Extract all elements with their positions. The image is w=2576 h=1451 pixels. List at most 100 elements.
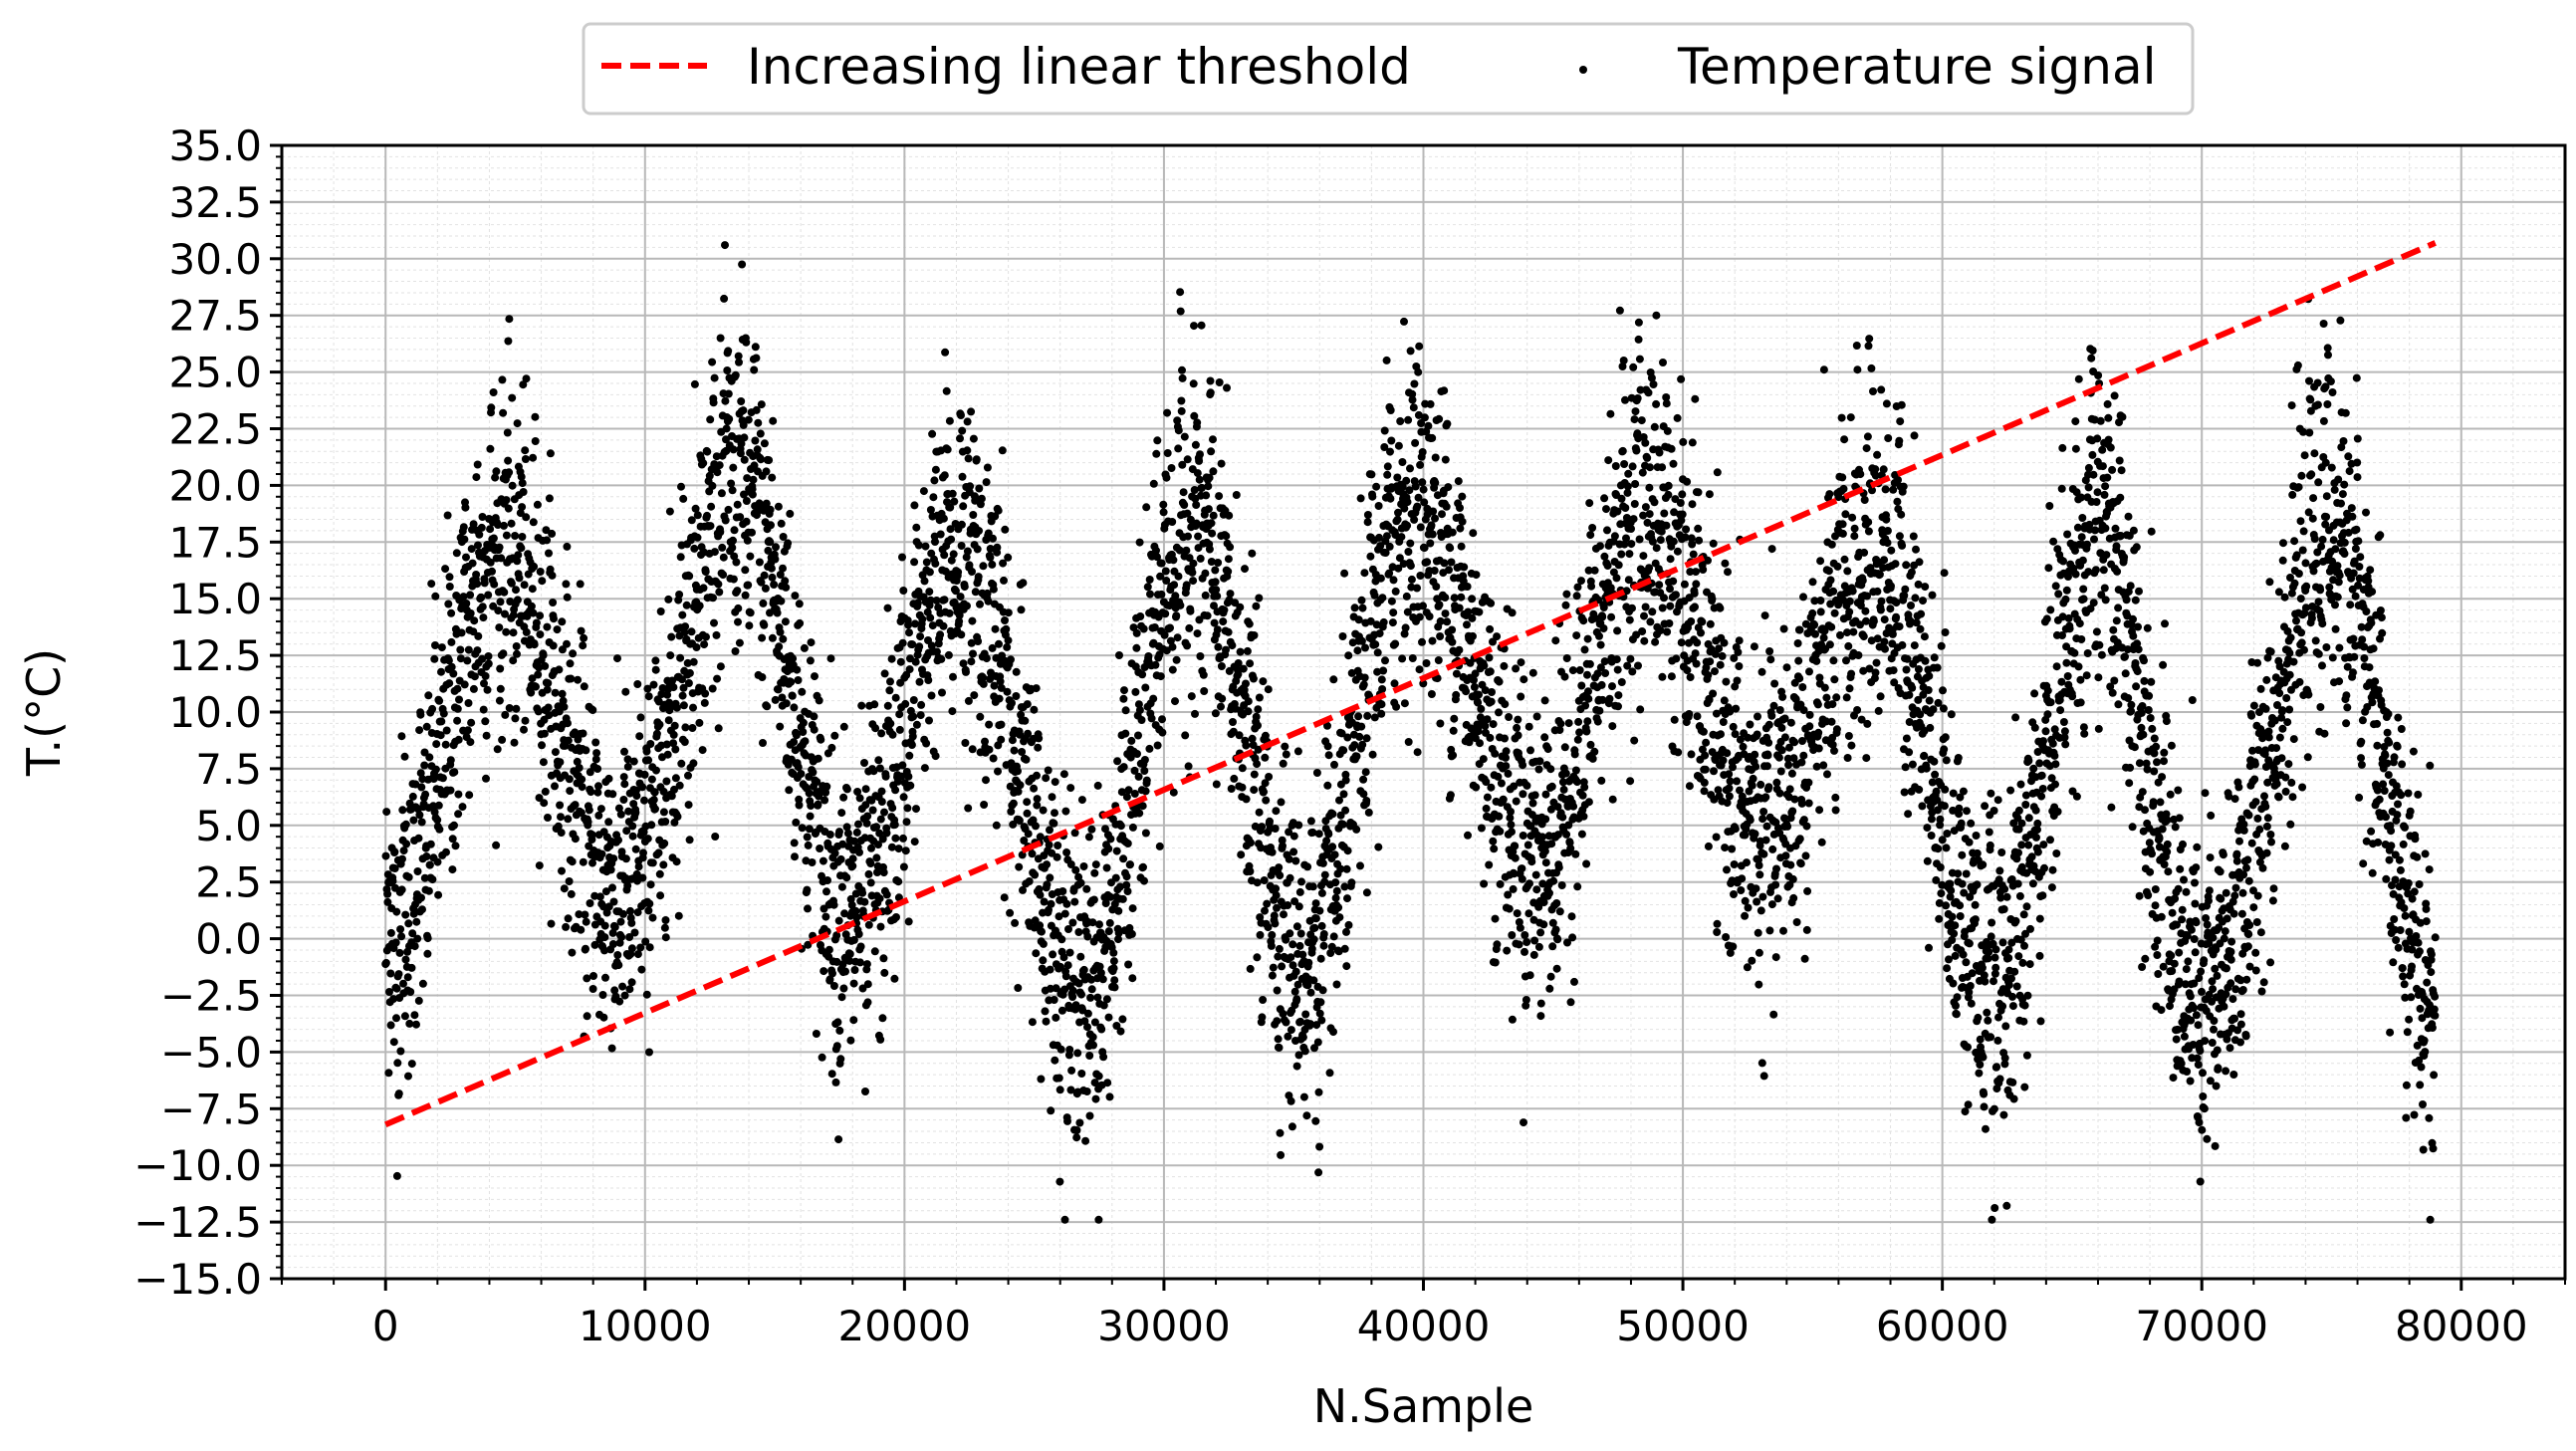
signal-point: [1496, 827, 1505, 836]
signal-point: [737, 397, 746, 405]
signal-point: [1518, 874, 1526, 883]
signal-point: [895, 710, 904, 719]
signal-point: [1819, 633, 1828, 642]
signal-point: [1249, 674, 1258, 683]
signal-point: [662, 777, 671, 786]
signal-point: [1033, 771, 1041, 780]
signal-point: [1159, 500, 1168, 509]
signal-point: [436, 731, 445, 740]
signal-point: [710, 548, 719, 557]
signal-point: [1758, 892, 1767, 901]
signal-point: [894, 877, 903, 886]
signal-point: [1377, 700, 1386, 709]
signal-point: [1162, 473, 1171, 482]
signal-point: [887, 843, 896, 851]
signal-point: [942, 386, 951, 395]
signal-point: [1847, 669, 1856, 678]
signal-point: [1873, 450, 1882, 459]
signal-point: [818, 1053, 826, 1062]
signal-point: [1551, 925, 1560, 934]
signal-point: [422, 852, 431, 860]
signal-point: [1695, 536, 1704, 545]
signal-point: [1425, 612, 1434, 620]
signal-point: [1538, 833, 1546, 842]
signal-point: [706, 522, 715, 531]
signal-point: [798, 687, 807, 696]
signal-point: [1752, 884, 1760, 893]
signal-point: [806, 812, 815, 821]
signal-point: [1475, 607, 1484, 616]
signal-point: [1294, 821, 1303, 830]
signal-point: [757, 400, 766, 409]
signal-point: [1106, 835, 1115, 844]
signal-point: [1403, 521, 1412, 530]
signal-point: [615, 997, 624, 1006]
signal-point: [902, 818, 911, 827]
signal-point: [733, 587, 742, 596]
signal-point: [827, 1070, 836, 1079]
signal-point: [446, 786, 455, 795]
signal-point: [858, 984, 867, 993]
signal-point: [890, 974, 899, 983]
signal-point: [864, 869, 873, 878]
signal-point: [1435, 414, 1444, 423]
signal-point: [390, 864, 399, 872]
signal-point: [640, 770, 649, 779]
signal-point: [1803, 886, 1812, 895]
signal-point: [531, 412, 540, 421]
signal-point: [894, 893, 903, 902]
signal-point: [1577, 681, 1586, 690]
signal-point: [477, 523, 486, 532]
signal-point: [1177, 406, 1186, 415]
signal-point: [914, 541, 923, 550]
signal-point: [628, 832, 637, 841]
signal-point: [1195, 475, 1204, 484]
signal-point: [1455, 604, 1464, 612]
signal-point: [681, 723, 690, 732]
signal-point: [963, 602, 971, 610]
signal-point: [613, 951, 622, 959]
signal-point: [662, 740, 671, 749]
signal-point: [577, 626, 585, 635]
signal-point: [478, 513, 487, 521]
signal-point: [967, 638, 976, 647]
signal-point: [1094, 1072, 1103, 1081]
signal-point: [588, 858, 596, 867]
signal-point: [498, 375, 507, 384]
signal-point: [513, 649, 521, 658]
signal-point: [684, 679, 693, 687]
signal-point: [1631, 480, 1640, 488]
signal-point: [1824, 567, 1833, 576]
signal-point: [1738, 874, 1747, 883]
signal-point: [1350, 604, 1359, 612]
signal-point: [915, 642, 924, 651]
signal-point: [1688, 438, 1697, 447]
signal-point: [527, 688, 536, 697]
signal-point: [519, 380, 528, 389]
signal-point: [1504, 769, 1513, 778]
signal-point: [1285, 854, 1293, 863]
signal-point: [1253, 878, 1262, 887]
signal-point: [954, 568, 963, 577]
signal-point: [1211, 578, 1220, 587]
signal-point: [1137, 716, 1146, 724]
signal-point: [1756, 906, 1765, 915]
signal-point: [1109, 957, 1118, 966]
signal-point: [1428, 636, 1437, 645]
signal-point: [1652, 544, 1661, 553]
signal-point: [540, 799, 549, 808]
signal-point: [926, 596, 935, 605]
signal-point: [512, 704, 521, 713]
signal-point: [1190, 322, 1198, 331]
signal-point: [1381, 656, 1389, 665]
signal-point: [1614, 561, 1623, 570]
signal-point: [1119, 763, 1128, 772]
signal-point: [680, 628, 689, 636]
signal-point: [1386, 494, 1395, 503]
signal-point: [1300, 1047, 1309, 1056]
signal-point: [568, 948, 577, 957]
signal-point: [1342, 962, 1351, 971]
signal-point: [689, 657, 698, 666]
signal-point: [681, 622, 690, 631]
signal-point: [1259, 996, 1268, 1004]
